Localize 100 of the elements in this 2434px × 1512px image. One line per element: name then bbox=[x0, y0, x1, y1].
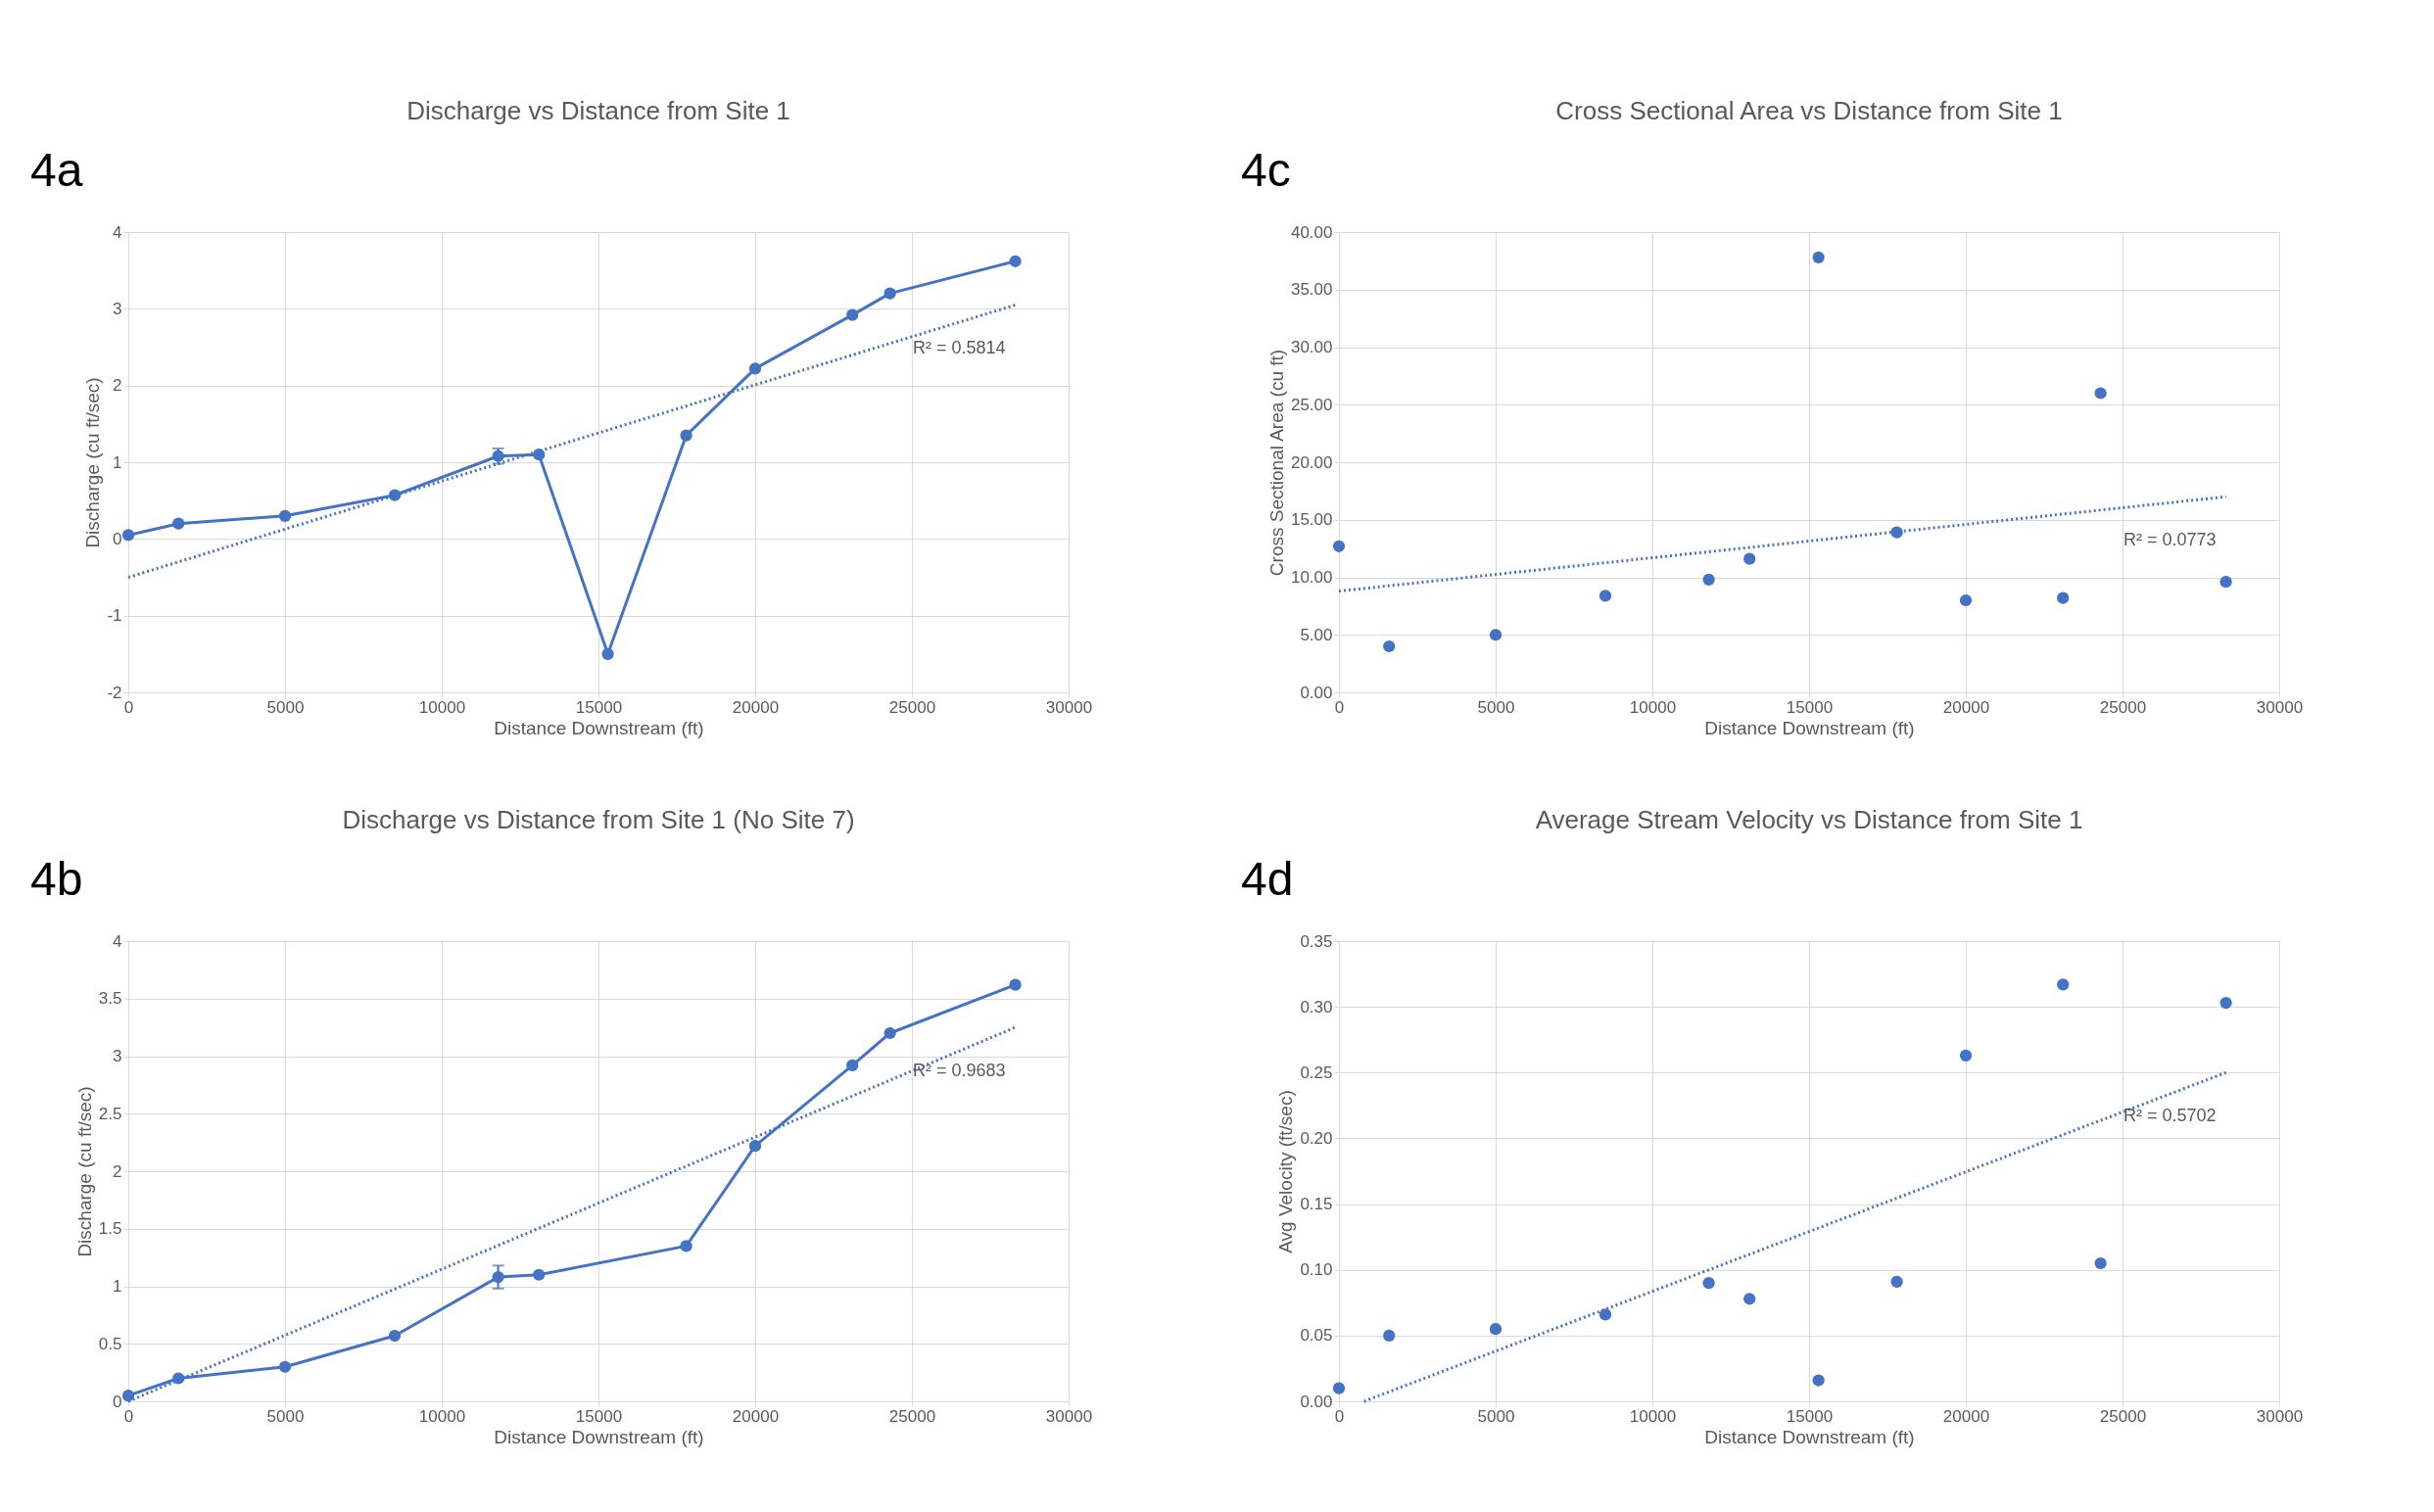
point bbox=[1332, 1382, 1346, 1394]
y-tick-label: 0.00 bbox=[1300, 1392, 1333, 1411]
point bbox=[1702, 1277, 1715, 1290]
point bbox=[388, 1329, 402, 1343]
y-tick-label: 4 bbox=[113, 931, 122, 951]
x-tick-label: 25000 bbox=[2099, 697, 2147, 717]
point bbox=[1383, 639, 1396, 653]
point bbox=[1959, 1049, 1973, 1062]
point bbox=[2219, 997, 2232, 1010]
point bbox=[1009, 255, 1022, 267]
point bbox=[1812, 1374, 1825, 1387]
x-tick-label: 25000 bbox=[888, 1406, 936, 1426]
point bbox=[121, 1390, 135, 1402]
y-tick-label: 0.35 bbox=[1300, 931, 1333, 951]
y-tick-label: 0.15 bbox=[1300, 1195, 1333, 1214]
y-tick-label: 0.25 bbox=[1300, 1063, 1333, 1082]
y-tick-label: 0 bbox=[113, 1392, 122, 1411]
chart-title: Discharge vs Distance from Site 1 (No Site 7) bbox=[342, 805, 855, 834]
text: 4b bbox=[30, 853, 83, 905]
point bbox=[1332, 540, 1346, 552]
y-tick-label: 0.30 bbox=[1300, 997, 1333, 1016]
point bbox=[1959, 593, 1973, 607]
x-tick-label: 5000 bbox=[1477, 697, 1515, 717]
x-tick-label: 10000 bbox=[418, 1406, 466, 1426]
point bbox=[748, 1140, 762, 1153]
point bbox=[1599, 590, 1612, 602]
series-label: R² = 0.5814 bbox=[913, 338, 1006, 358]
point bbox=[601, 647, 614, 660]
point bbox=[2094, 387, 2107, 400]
x-tick-label: 25000 bbox=[2099, 1406, 2147, 1426]
x-axis-title: Distance Downstream (ft) bbox=[1704, 1426, 1915, 1447]
chart-title: Average Stream Velocity vs Distance from Site 1 bbox=[1535, 805, 2083, 834]
y-tick-label: 1 bbox=[113, 452, 122, 472]
y-tick-label: 25.00 bbox=[1290, 395, 1333, 414]
point bbox=[680, 429, 692, 442]
point bbox=[846, 308, 859, 321]
y-tick-label: 3.5 bbox=[98, 989, 122, 1009]
y-tick-label: 0 bbox=[113, 529, 122, 548]
point bbox=[121, 529, 135, 542]
point bbox=[2219, 576, 2232, 589]
point bbox=[1743, 552, 1756, 565]
y-tick-label: 1.5 bbox=[98, 1219, 122, 1239]
y-axis-title: Avg Velocity (ft/sec) bbox=[1275, 1090, 1297, 1253]
point bbox=[1599, 1308, 1612, 1321]
y-tick-label: 0.05 bbox=[1300, 1326, 1333, 1346]
y-tick-label: 3 bbox=[113, 299, 122, 318]
point bbox=[533, 1268, 546, 1281]
y-tick-label: 2.5 bbox=[98, 1104, 122, 1123]
y-tick-label: 0.20 bbox=[1300, 1128, 1333, 1148]
point bbox=[1812, 251, 1825, 263]
y-tick-label: 35.00 bbox=[1290, 280, 1333, 300]
series-label: R² = 0.9683 bbox=[913, 1061, 1006, 1081]
point bbox=[1009, 978, 1022, 991]
point bbox=[1489, 1323, 1503, 1336]
y-tick-label: 2 bbox=[113, 376, 122, 396]
chart-title: Cross Sectional Area vs Distance from Site 1 bbox=[1555, 96, 2063, 125]
point bbox=[2057, 978, 2070, 991]
point bbox=[1702, 573, 1715, 586]
x-axis-title: Distance Downstream (ft) bbox=[494, 717, 704, 738]
point bbox=[1890, 1275, 1903, 1288]
y-tick-label: 20.00 bbox=[1290, 452, 1333, 472]
point bbox=[1743, 1293, 1756, 1305]
x-axis-title: Distance Downstream (ft) bbox=[494, 1426, 704, 1447]
y-tick-label: 1 bbox=[113, 1277, 122, 1296]
y-axis-title: Cross Sectional Area (cu ft) bbox=[1265, 349, 1287, 577]
y-tick-label: 15.00 bbox=[1290, 510, 1333, 530]
point bbox=[278, 509, 292, 522]
x-tick-label: 20000 bbox=[732, 697, 780, 717]
point bbox=[846, 1059, 859, 1072]
y-tick-label: 0.10 bbox=[1300, 1260, 1333, 1280]
text: 4c bbox=[1241, 144, 1291, 196]
point bbox=[2094, 1256, 2107, 1270]
y-tick-label: -1 bbox=[107, 606, 122, 626]
y-tick-label: 30.00 bbox=[1290, 338, 1333, 356]
point bbox=[1489, 629, 1503, 641]
text: 4a bbox=[30, 144, 83, 196]
x-tick-label: 10000 bbox=[1629, 697, 1677, 717]
x-tick-label: 15000 bbox=[1786, 1406, 1834, 1426]
chart-title: Discharge vs Distance from Site 1 bbox=[406, 96, 790, 125]
y-axis-title: Discharge (cu ft/sec) bbox=[82, 377, 104, 548]
point bbox=[883, 287, 896, 300]
x-tick-label: 30000 bbox=[1045, 1406, 1093, 1426]
point bbox=[883, 1026, 896, 1040]
y-tick-label: 0.5 bbox=[98, 1334, 122, 1353]
point bbox=[2057, 591, 2070, 604]
y-tick-label: 5.00 bbox=[1300, 625, 1333, 644]
y-axis-title: Discharge (cu ft/sec) bbox=[73, 1086, 95, 1257]
point bbox=[680, 1240, 692, 1252]
y-tick-label: 10.00 bbox=[1290, 568, 1333, 587]
x-tick-label: 10000 bbox=[418, 697, 466, 717]
y-tick-label: 4 bbox=[113, 222, 122, 242]
text: 4d bbox=[1241, 853, 1294, 905]
series-label: R² = 0.5702 bbox=[2124, 1106, 2217, 1126]
x-axis-title: Distance Downstream (ft) bbox=[1704, 717, 1915, 738]
x-tick-label: 30000 bbox=[2256, 1406, 2304, 1426]
y-tick-label: 40.00 bbox=[1290, 222, 1333, 242]
x-tick-label: 30000 bbox=[1045, 697, 1093, 717]
x-tick-label: 15000 bbox=[575, 697, 623, 717]
x-tick-label: 20000 bbox=[732, 1406, 780, 1426]
x-tick-label: 5000 bbox=[1477, 1406, 1515, 1426]
